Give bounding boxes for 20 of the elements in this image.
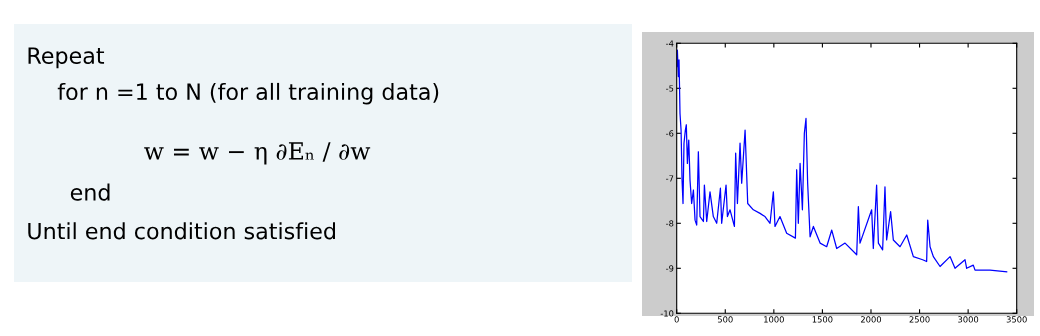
y-tick-label: -6	[666, 130, 674, 137]
x-tick-label: 2500	[909, 316, 930, 323]
y-tick-label: -10	[660, 310, 674, 317]
text: w = w − η ∂Eₙ / ∂w	[144, 142, 371, 165]
y-tick-label: -7	[666, 175, 674, 182]
x-tick-label: 1500	[812, 316, 833, 323]
text: for n =1 to N (for all training data)	[57, 82, 439, 105]
text: Repeat	[28, 47, 105, 69]
y-tick-label: -9	[666, 265, 674, 272]
text: Until end condition satisfied	[28, 222, 335, 240]
y-tick-label: -8	[666, 220, 674, 227]
x-tick-label: 3500	[1006, 316, 1027, 323]
x-tick-label: 0	[674, 316, 679, 323]
x-tick-label: 3000	[958, 316, 979, 323]
x-tick-label: 1000	[764, 316, 784, 323]
y-tick-label: -4	[666, 40, 674, 47]
y-tick-label: -5	[666, 85, 674, 92]
x-tick-label: 2000	[860, 316, 882, 323]
x-tick-label: 500	[717, 316, 733, 323]
text: end	[70, 183, 110, 201]
